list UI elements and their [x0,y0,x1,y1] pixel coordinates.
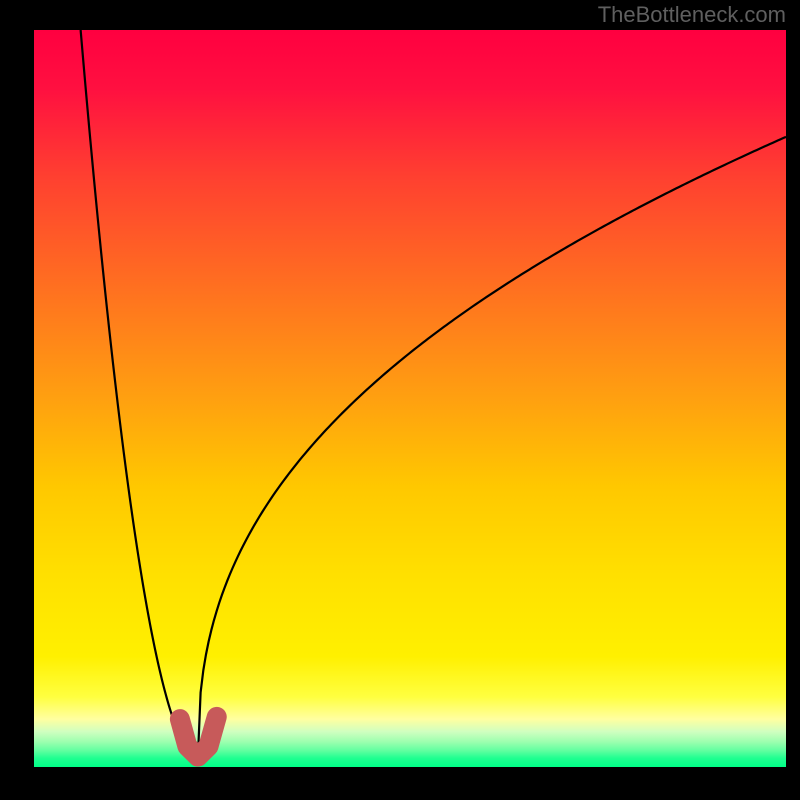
chart-svg [34,30,786,767]
gradient-background [34,30,786,767]
watermark: TheBottleneck.com [598,2,786,28]
plot-area [34,30,786,767]
chart-container: TheBottleneck.com [0,0,800,800]
